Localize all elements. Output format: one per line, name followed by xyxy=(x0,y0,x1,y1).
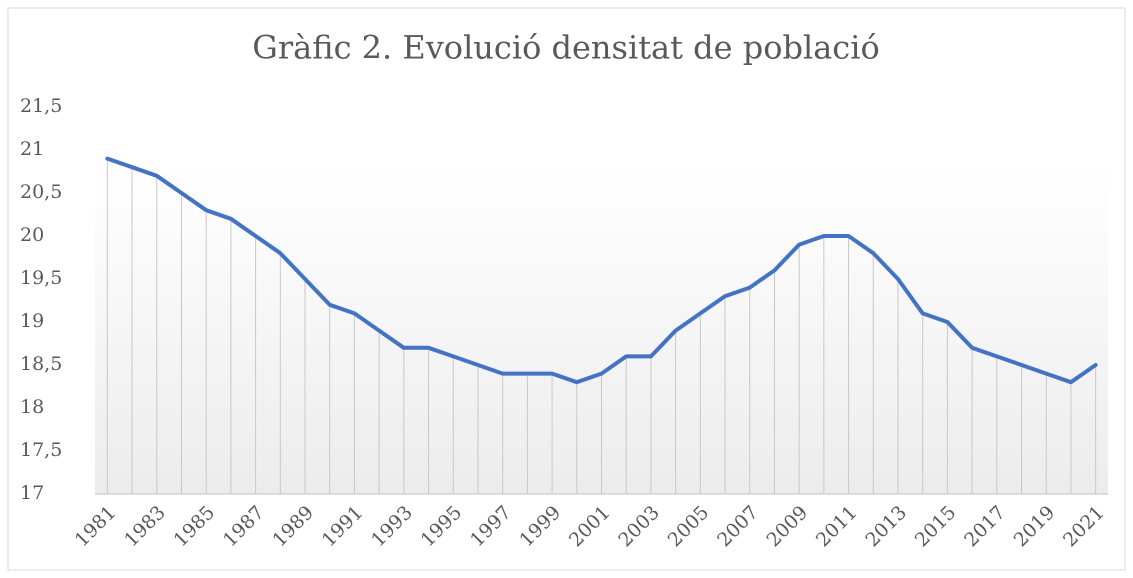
y-tick-label: 18,5 xyxy=(20,353,62,375)
y-tick-label: 19 xyxy=(20,310,44,332)
y-tick-label: 18 xyxy=(20,396,44,418)
chart-title: Gràfic 2. Evolució densitat de població xyxy=(252,29,879,67)
y-tick-label: 21 xyxy=(20,138,44,160)
y-tick-label: 17 xyxy=(20,482,44,504)
y-tick-label: 20,5 xyxy=(20,181,62,203)
y-tick-label: 21,5 xyxy=(20,95,62,117)
line-series xyxy=(105,156,1098,385)
y-tick-label: 17,5 xyxy=(20,439,62,461)
y-tick-label: 20 xyxy=(20,224,44,246)
y-tick-label: 19,5 xyxy=(20,267,62,289)
